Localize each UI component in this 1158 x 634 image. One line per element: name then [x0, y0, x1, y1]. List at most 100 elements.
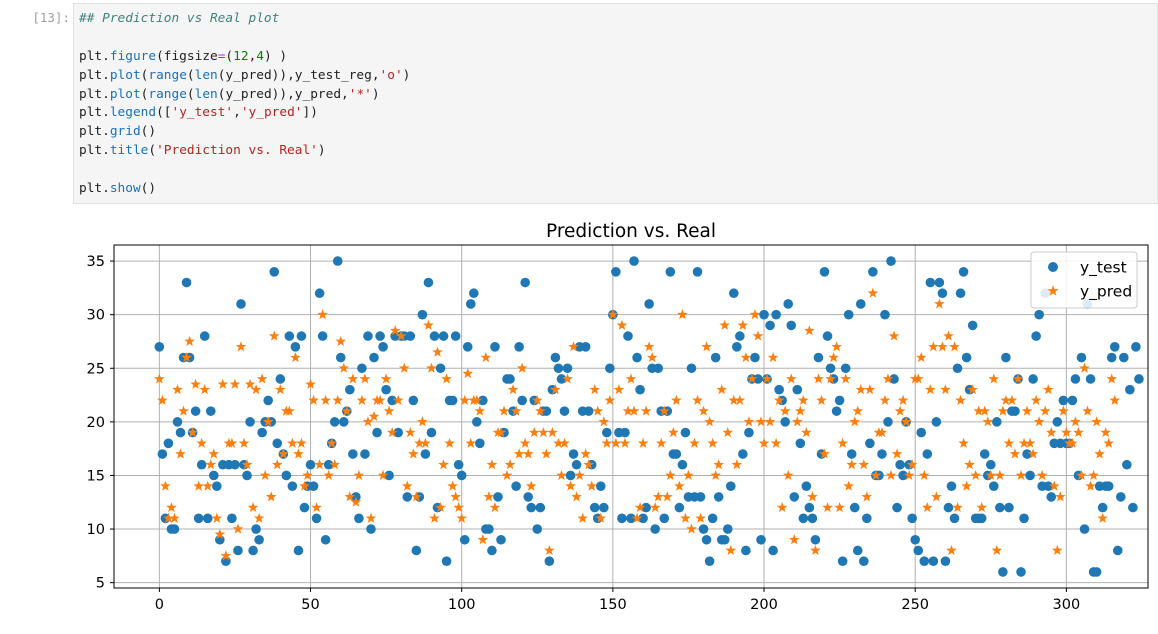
- data-point-y-pred: [1030, 394, 1042, 405]
- code-cell-input[interactable]: ## Prediction vs Real plot plt.figure(fig…: [73, 3, 1158, 204]
- data-point-y-pred: [867, 287, 879, 298]
- data-point-y-test: [671, 449, 682, 459]
- data-point-y-test: [317, 331, 328, 341]
- data-point-y-pred: [1027, 448, 1039, 459]
- data-point-y-test: [272, 438, 283, 449]
- data-point-y-pred: [1082, 405, 1093, 416]
- code-token: ): [317, 143, 326, 159]
- code-token: plt.: [79, 105, 110, 121]
- data-point-y-test: [202, 513, 213, 524]
- grid-lines: [114, 245, 1148, 588]
- data-point-y-pred: [843, 480, 855, 491]
- data-point-y-pred: [746, 373, 758, 384]
- data-point-y-pred: [773, 394, 785, 405]
- series-y-pred: [154, 287, 1121, 561]
- data-point-y-pred: [259, 469, 271, 480]
- data-point-y-pred: [937, 341, 948, 352]
- code-editor[interactable]: ## Prediction vs Real plot plt.figure(fig…: [74, 4, 1157, 199]
- data-point-y-pred: [383, 405, 395, 416]
- data-point-y-test: [1106, 352, 1117, 363]
- data-point-y-test: [732, 342, 742, 352]
- data-point-y-pred: [317, 309, 328, 320]
- data-point-y-test: [338, 417, 349, 427]
- data-point-y-test: [550, 352, 561, 363]
- data-point-y-pred: [274, 384, 286, 395]
- data-point-y-test: [922, 449, 933, 459]
- data-point-y-test: [360, 449, 370, 459]
- data-point-y-test: [556, 374, 567, 384]
- data-point-y-test: [725, 481, 736, 491]
- data-point-y-pred: [686, 523, 697, 534]
- legend-label-y-pred: y_pred: [1080, 283, 1132, 302]
- data-point-y-pred: [788, 534, 800, 545]
- data-point-y-test: [275, 374, 286, 384]
- legend: y_test y_pred: [1030, 251, 1138, 309]
- data-point-y-pred: [791, 416, 803, 427]
- data-point-y-test: [411, 545, 422, 556]
- data-point-y-pred: [528, 426, 540, 438]
- code-line: plt.show(): [79, 180, 1157, 199]
- data-point-y-test: [810, 534, 821, 545]
- data-point-y-pred: [501, 469, 513, 480]
- data-point-y-pred: [368, 410, 380, 422]
- data-point-y-pred: [341, 405, 353, 416]
- data-point-y-test: [698, 524, 709, 534]
- data-point-y-pred: [595, 512, 607, 523]
- data-point-y-test: [475, 438, 485, 449]
- data-point-y-test: [992, 417, 1002, 427]
- data-point-y-pred: [459, 394, 471, 405]
- data-point-y-pred: [268, 330, 280, 341]
- data-point-y-pred: [976, 502, 988, 513]
- data-point-y-pred: [453, 502, 464, 513]
- data-point-y-test: [822, 331, 833, 341]
- data-point-y-pred: [1058, 405, 1069, 416]
- data-point-y-pred: [776, 502, 788, 513]
- data-point-y-pred: [193, 480, 204, 491]
- data-point-y-test: [865, 438, 875, 449]
- data-point-y-test: [1097, 502, 1108, 513]
- data-point-y-pred: [955, 394, 966, 405]
- data-point-y-test: [1109, 342, 1120, 352]
- data-point-y-pred: [918, 469, 930, 480]
- data-point-y-pred: [725, 544, 737, 556]
- data-point-y-test: [780, 417, 790, 427]
- data-point-y-test: [722, 524, 733, 534]
- data-point-y-pred: [474, 405, 486, 416]
- data-point-y-test: [478, 395, 488, 406]
- data-point-y-test: [928, 556, 939, 567]
- data-point-y-test: [426, 427, 437, 438]
- data-point-y-pred: [284, 405, 295, 416]
- data-point-y-test: [967, 320, 978, 331]
- data-point-y-pred: [719, 319, 731, 330]
- data-point-y-test: [919, 556, 930, 567]
- data-point-y-pred: [293, 448, 304, 459]
- data-point-y-pred: [943, 330, 954, 341]
- data-point-y-pred: [335, 335, 347, 346]
- data-point-y-test: [251, 524, 261, 534]
- data-point-y-test: [632, 352, 642, 363]
- data-point-y-test: [456, 470, 467, 481]
- data-point-y-pred: [495, 426, 507, 438]
- data-point-y-pred: [483, 491, 495, 502]
- data-point-y-pred: [550, 384, 561, 395]
- y-tick-label: 35: [87, 254, 105, 270]
- data-point-y-pred: [329, 459, 341, 470]
- data-point-y-test: [269, 266, 280, 277]
- data-point-y-test: [801, 481, 812, 491]
- data-point-y-pred: [531, 394, 543, 405]
- data-point-y-pred: [1091, 416, 1102, 427]
- code-line: plt.grid(): [79, 123, 1157, 142]
- data-point-y-pred: [964, 459, 975, 470]
- data-point-y-test: [837, 556, 848, 567]
- data-point-y-test: [946, 481, 957, 491]
- chart-output: Prediction vs. Real 0 50 100 150 200 250 300 5…: [87, 221, 1149, 613]
- data-point-y-test: [738, 449, 748, 459]
- data-point-y-test: [677, 459, 688, 470]
- data-point-y-test: [1070, 374, 1081, 384]
- data-point-y-pred: [525, 480, 537, 491]
- data-point-y-test: [617, 513, 627, 524]
- data-point-y-pred: [332, 394, 344, 405]
- data-point-y-test: [1028, 374, 1038, 384]
- data-point-y-test: [257, 427, 267, 438]
- data-point-y-test: [961, 352, 972, 363]
